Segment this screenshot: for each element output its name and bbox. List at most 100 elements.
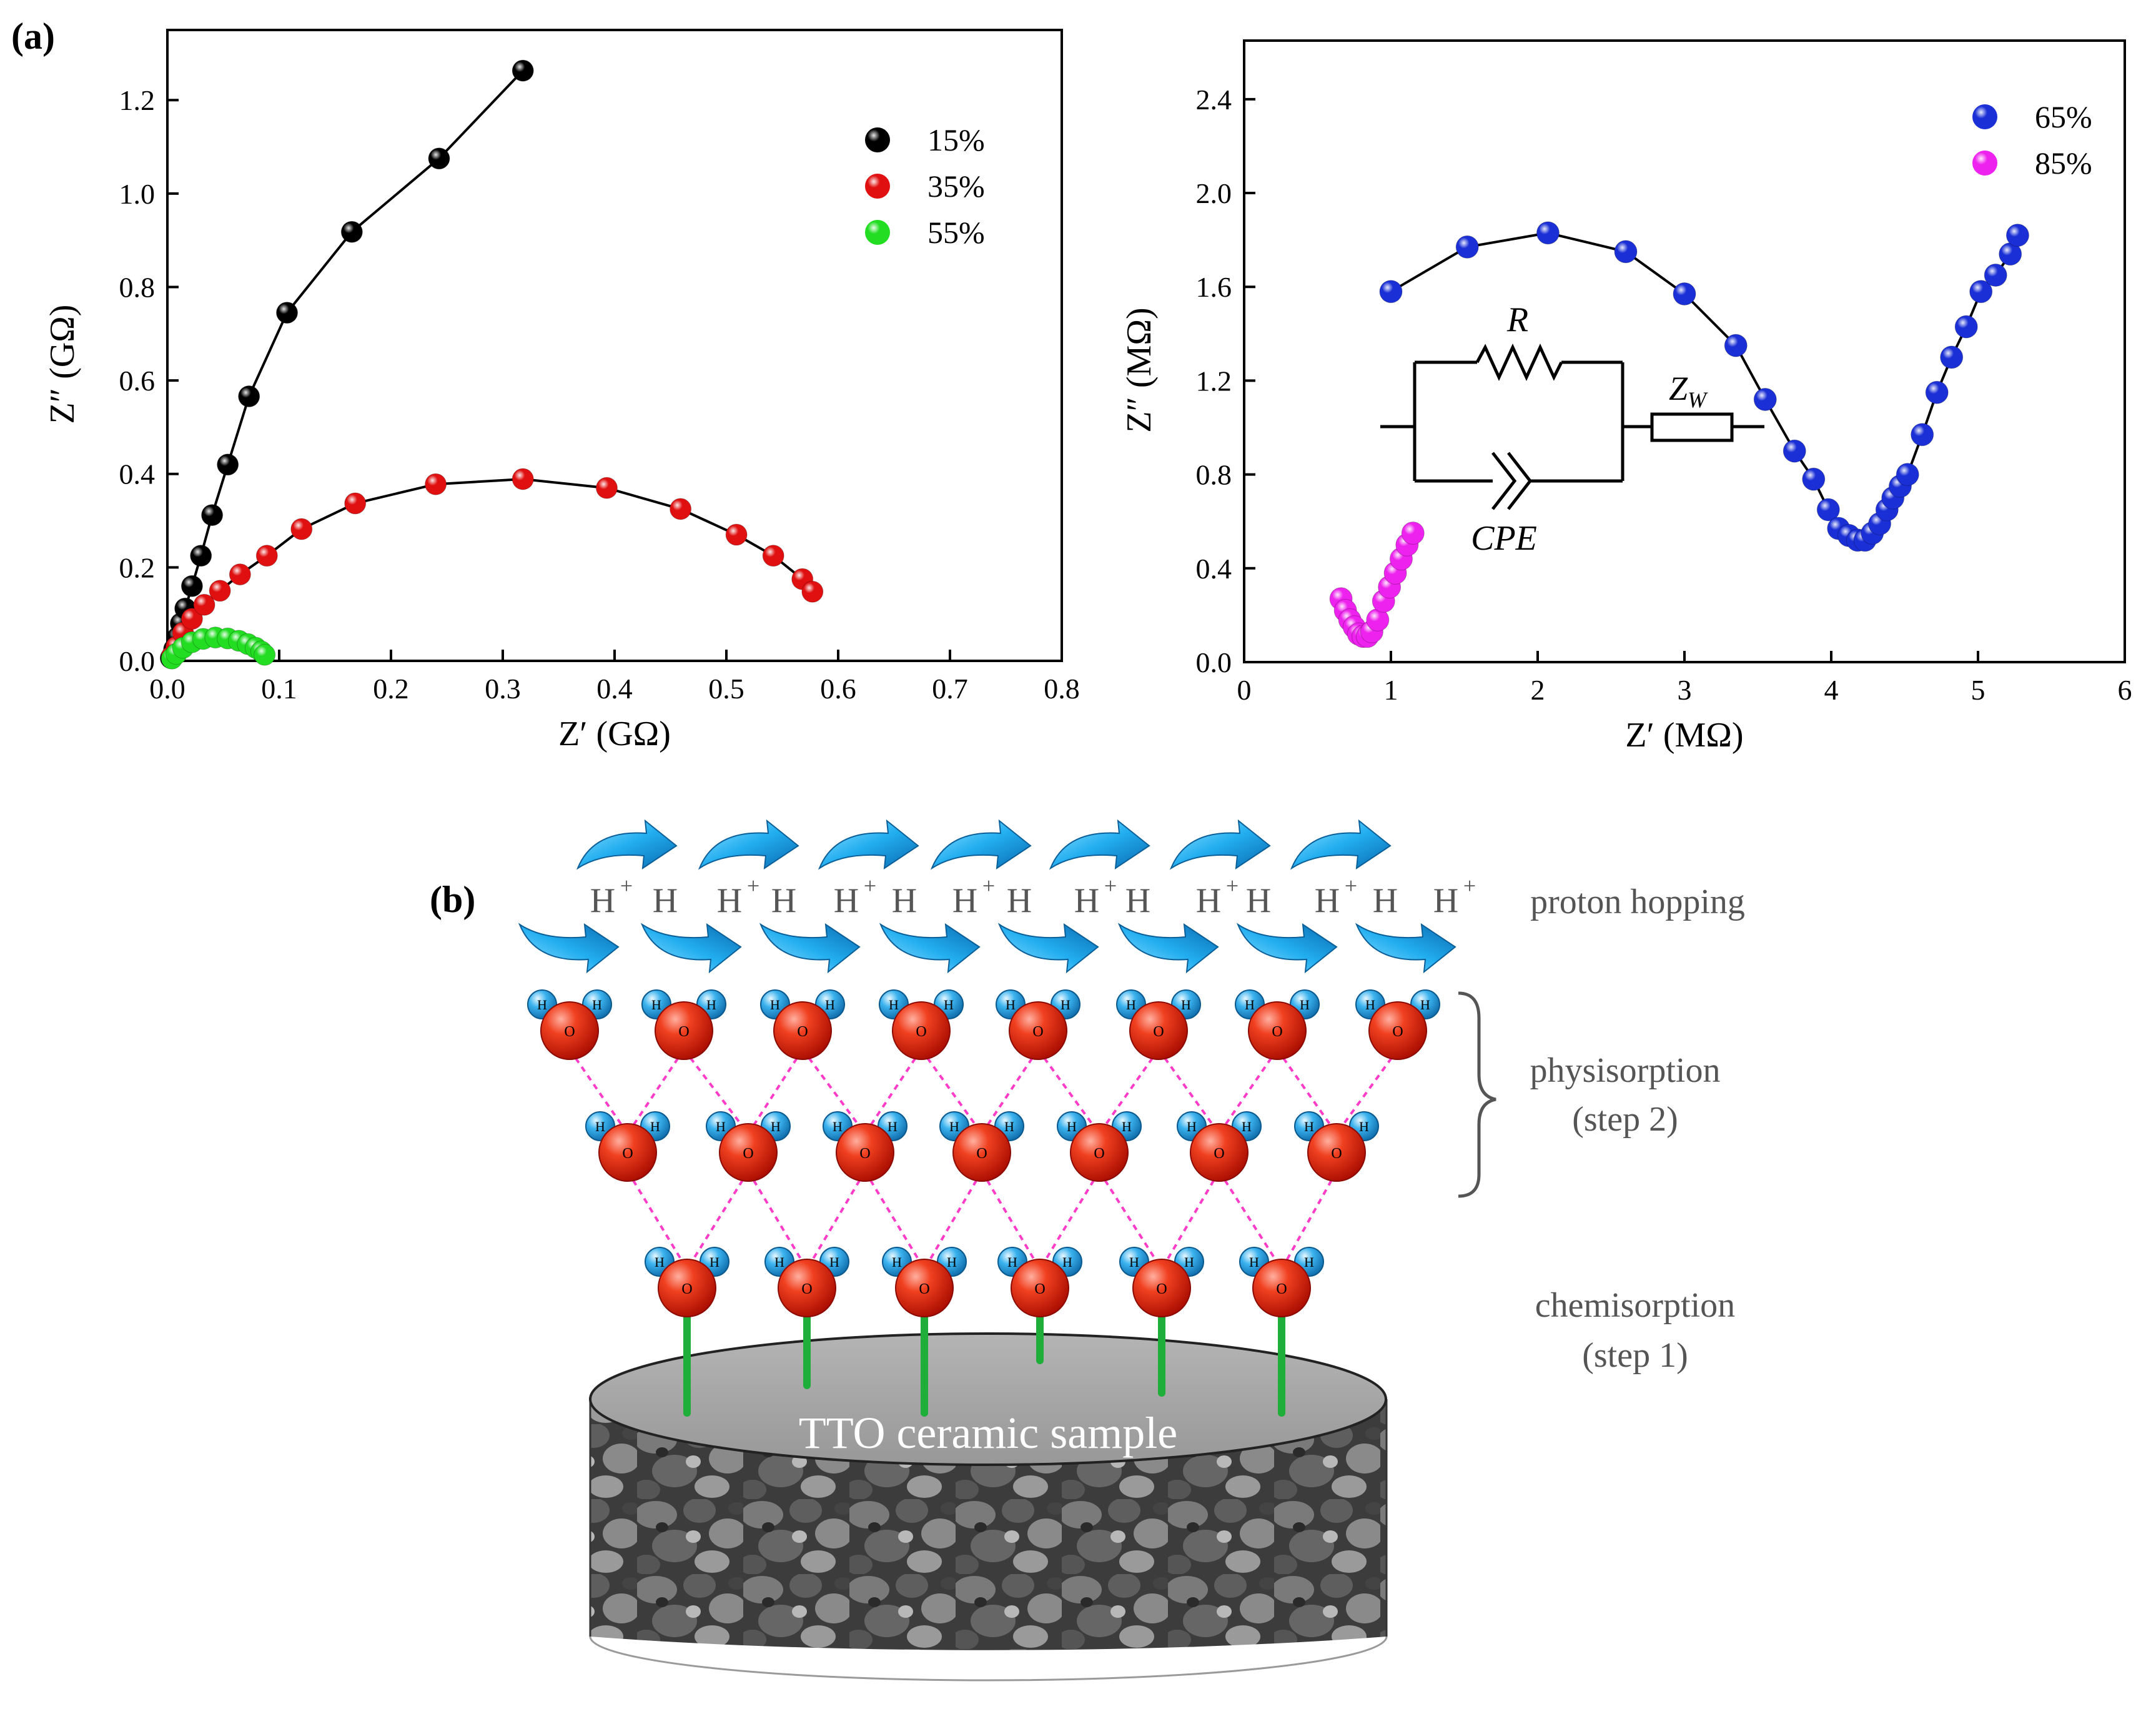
hop-arrow-shape [1049, 819, 1150, 870]
proton-label: H [834, 881, 859, 920]
hop-arrow-shape [1290, 819, 1392, 870]
legend-label: 65% [2035, 99, 2092, 134]
legend-marker-highlight [1972, 151, 1997, 176]
data-point-highlight [670, 498, 691, 520]
panel-b-label: (b) [430, 879, 475, 920]
x-tick-label: 4 [1824, 674, 1839, 706]
hydrogen-atom-label: H [1126, 997, 1136, 1013]
hydrogen-atom-label: H [710, 1254, 719, 1270]
hydrogen-bond [626, 1170, 688, 1271]
hydrogen-label: H [771, 881, 796, 920]
water-molecule: H HO [1355, 989, 1440, 1060]
hydrogen-bond [683, 1048, 749, 1135]
hydrogen-atom-label: H [1359, 1119, 1369, 1134]
hydrogen-atom-label: H [1420, 997, 1430, 1013]
water-molecule: H HO [585, 1111, 670, 1182]
data-point-highlight [201, 504, 223, 526]
hydrogen-label: H [1007, 881, 1032, 920]
oxygen-atom-label: O [564, 1024, 575, 1040]
fit-line [1390, 231, 2019, 542]
impedance-chart-high-humidity: 0 1 2 3 4 5 6 0.0 0.4 0.8 1.2 1.6 2.0 2.4 Z′ (MΩ) Z″ (M… [1120, 39, 2132, 755]
chemisorption-step-label: (step 1) [1582, 1336, 1688, 1375]
oxygen-atom [892, 1001, 951, 1060]
chemisorption-label: chemisorption [1535, 1286, 1735, 1325]
hydrogen-atom-label: H [1007, 1254, 1017, 1270]
data-point-highlight [256, 545, 278, 567]
proton-label: H [717, 881, 742, 920]
water-molecule: H HO [1057, 1111, 1142, 1182]
y-tick-label: 0.6 [119, 365, 156, 397]
hop-arrow-shape [640, 923, 742, 974]
hop-arrow-bottom [879, 923, 981, 974]
water-molecule: H HO [996, 989, 1080, 1060]
panel-a-label: (a) [11, 16, 55, 57]
hydrogen-atom-label: H [650, 1119, 660, 1134]
y-tick-label: 1.0 [119, 178, 156, 210]
data-point-highlight [1754, 388, 1777, 411]
hydrogen-label: H [1246, 881, 1271, 920]
data-point-highlight [512, 60, 534, 82]
x-tick-label: 2 [1531, 674, 1545, 706]
sample-bottom-edge [589, 1636, 1388, 1682]
data-point-highlight [1673, 282, 1696, 305]
hydrogen-label: H [653, 881, 678, 920]
hydrogen-atom-label: H [1304, 1119, 1314, 1134]
hydrogen-bond [1218, 1048, 1278, 1135]
hydrogen-bond [686, 1170, 749, 1271]
oxygen-atom-label: O [976, 1146, 987, 1162]
data-point-highlight [181, 608, 203, 630]
hop-arrow-top [1290, 819, 1392, 870]
x-tick-label: 0.7 [932, 673, 968, 705]
hydrogen-bond [568, 1048, 629, 1135]
hydrogen-bond [1335, 1048, 1399, 1135]
proton-charge: + [982, 873, 995, 898]
water-molecule: H HO [879, 989, 964, 1060]
data-point-highlight [2006, 224, 2029, 247]
data-point-highlight [425, 473, 447, 495]
physisorption-step-label: (step 2) [1572, 1100, 1678, 1139]
oxygen-atom [1307, 1123, 1366, 1182]
sample-label: TTO ceramic sample [799, 1408, 1177, 1458]
hydrogen-bond [920, 1048, 983, 1135]
data-point-highlight [1536, 221, 1560, 244]
x-tick-label: 0.8 [1044, 673, 1080, 705]
hydrogen-bond [1039, 1170, 1100, 1271]
proton-label: H [1315, 881, 1340, 920]
oxygen-atom [598, 1123, 657, 1182]
hop-arrow-bottom [1236, 923, 1338, 974]
cpe-element [1491, 452, 1517, 510]
oxygen-atom-label: O [1156, 1281, 1167, 1297]
hop-arrow-top [1169, 819, 1271, 870]
oxygen-atom [1132, 1259, 1191, 1317]
hop-arrow-top [1049, 819, 1150, 870]
hydrogen-atom-label: H [1067, 1119, 1077, 1134]
hydrogen-atom-label: H [892, 1254, 902, 1270]
hydrogen-atom-label: H [651, 997, 661, 1013]
hydrogen-atom-label: H [949, 1119, 959, 1134]
hydrogen-atom-label: H [537, 997, 547, 1013]
data-point-highlight [1817, 498, 1840, 521]
data-point-highlight [1911, 423, 1934, 446]
oxygen-atom [719, 1123, 778, 1182]
water-molecule: H HO [706, 1111, 791, 1182]
hop-arrow-bottom [1117, 923, 1219, 974]
hydrogen-atom-label: H [1181, 997, 1191, 1013]
water-molecule: H HO [1294, 1111, 1379, 1182]
oxygen-atom-label: O [801, 1281, 812, 1297]
water-molecule: H HO [997, 1247, 1082, 1317]
y-tick-label: 2.4 [1196, 84, 1232, 116]
hydrogen-bond [923, 1170, 983, 1271]
oxygen-atom-label: O [1272, 1024, 1282, 1040]
oxygen-atom-label: O [622, 1146, 633, 1162]
oxygen-atom [540, 1001, 599, 1060]
proton-charge: + [1104, 873, 1117, 898]
y-axis-label: Z″ (MΩ) [1120, 307, 1159, 432]
data-point-highlight [1366, 608, 1389, 632]
legend-marker-highlight [865, 174, 890, 199]
hydrogen-atom-label: H [1187, 1119, 1197, 1134]
y-tick-label: 1.2 [1196, 365, 1232, 397]
equivalent-circuit [1380, 343, 1764, 510]
hydrogen-atom-label: H [1245, 997, 1255, 1013]
resistor-r [1475, 343, 1563, 382]
